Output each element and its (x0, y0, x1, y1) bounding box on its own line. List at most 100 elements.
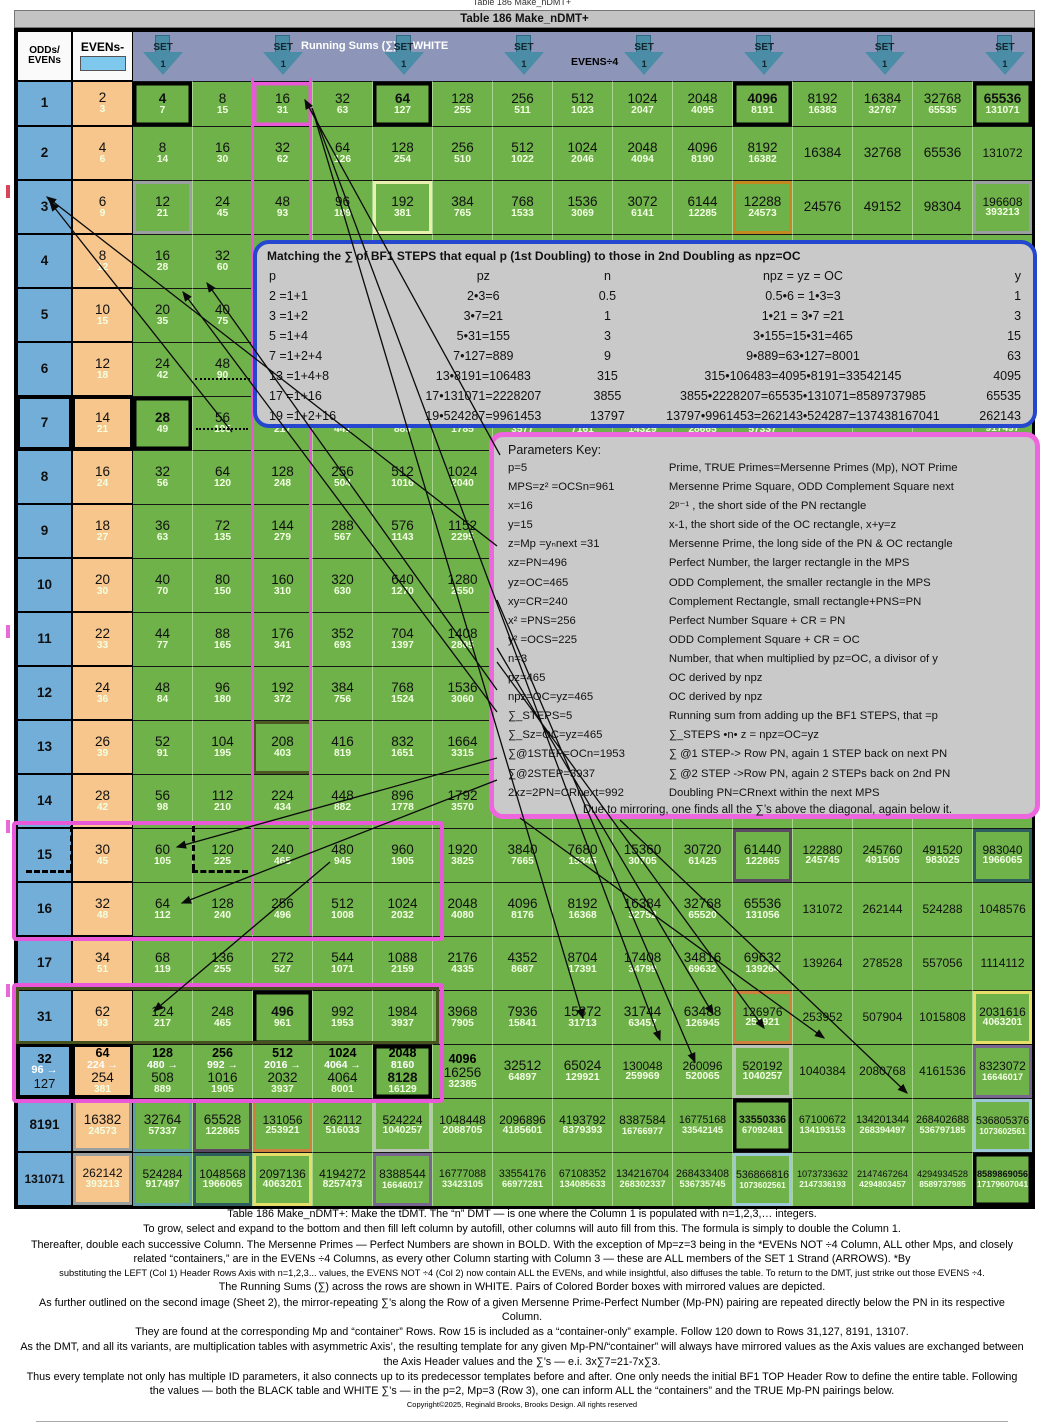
table-cell: 960 1905 (372, 828, 432, 882)
table-cell: 64 127 (372, 81, 432, 126)
table-cell: 1792 3570 (432, 774, 492, 828)
table-cell: 1015808 (912, 990, 972, 1044)
table-cell: 32 48 (72, 882, 133, 936)
parameter-term: ∑@1STEP=OCn=1953 (508, 748, 625, 761)
table-cell: 32768 (852, 126, 912, 180)
parameter-row: MPS=z² =OCSn=961 Mersenne Prime Square, O… (508, 478, 1027, 497)
parameter-term: xz=PN=496 (508, 557, 568, 570)
matching-header-row: p pz n npz = yz = OC y (267, 266, 1023, 286)
col-header-odds-evens: ODDs/EVENs (17, 31, 72, 81)
matching-cell: pz (476, 269, 490, 283)
parameter-row: xz=PN=496 Perfect Number, the larger rect… (508, 554, 1027, 573)
row-header-cell: 9 (17, 504, 72, 558)
table-cell: 248 465 (192, 990, 252, 1044)
parameter-description: Doubling PN=CRnext within the next MPS (668, 786, 880, 799)
margin-tick-2 (6, 625, 10, 638)
table-cell: 8 15 (192, 81, 252, 126)
row-header-cell: 17 (17, 936, 72, 990)
set-1-arrow-icon: SET 1 (864, 35, 905, 81)
table-cell: 14 21 (72, 396, 133, 450)
table-cell: 88 165 (192, 612, 252, 666)
matching-cell: 262143 (979, 409, 1022, 423)
table-cell: 8192 16368 (552, 882, 612, 936)
note-paragraph: Table 186 Make_nDMT+: Make the tDMT. The… (227, 1208, 817, 1220)
table-cell: 512 1022 (492, 126, 552, 180)
table-cell: 1024 2046 (552, 126, 612, 180)
table-cell: 240 465 (252, 828, 312, 882)
table-cell: 32512 64897 (492, 1044, 552, 1098)
set-1-arrow-icon: SET 1 (744, 35, 785, 81)
table-cell: 64 112 (133, 882, 192, 936)
table-cell: 1048448 2088705 (432, 1098, 492, 1152)
table-cell: 253952 (792, 990, 852, 1044)
table-cell: 48 84 (133, 666, 192, 720)
table-cell: 64 120 (192, 450, 252, 504)
matching-cell: 3855 (593, 389, 622, 403)
page-top-title: Table 186 Make_nDMT+ (472, 0, 572, 7)
parameter-term: n=3 (508, 652, 528, 665)
table-cell: 1408 2805 (432, 612, 492, 666)
table-cell: 480 945 (312, 828, 372, 882)
table-cell: 272 527 (252, 936, 312, 990)
table-cell: 48 90 (192, 342, 252, 396)
matching-cell: 9 (603, 349, 611, 363)
table-cell: 536866816 1073602561 (732, 1152, 792, 1206)
matching-row: 19 =1+2+16 19•524287=9961453 13797 13797•99… (267, 406, 1023, 426)
table-cell: 28 49 (133, 396, 192, 450)
parameter-description: Complement Rectangle, small rectangle+PN… (668, 595, 922, 608)
matching-row: 13 =1+4+8 13•8191=106483 315 315•106483=409… (267, 366, 1023, 386)
table-cell: 32 60 (192, 234, 252, 288)
table-cell: 56 98 (133, 774, 192, 828)
parameter-description: ∑ @1 STEP-> Row PN, again 1 STEP back on… (668, 748, 948, 761)
matching-cell: 7 =1+2+4 (269, 349, 323, 363)
matching-cell: 3 (1014, 309, 1022, 323)
evens-color-swatch (79, 55, 126, 71)
table-cell: 1088 2159 (372, 936, 432, 990)
row-header-cell: 16 (17, 882, 72, 936)
note-paragraph: They are found at the corresponding Mp a… (135, 1326, 909, 1339)
table-cell: 416 819 (312, 720, 372, 774)
table-cell: 96 189 (312, 180, 372, 234)
table-cell: 128 480 → 508 889 (133, 1044, 192, 1098)
matching-cell: 0.5 (598, 289, 617, 303)
parameter-term: z=Mp =yₙnext =31 (508, 538, 600, 551)
table-cell: 32768 65520 (672, 882, 732, 936)
table-cell: 288 567 (312, 504, 372, 558)
parameter-row: y² =OCS=225 ODD Complement Square + CR = … (508, 631, 1027, 650)
matching-cell: 65535 (986, 389, 1022, 403)
matching-cell: 5•31=155 (456, 329, 511, 343)
table-row: 17 34 51 68 119 136 255 272 527 544 1071 1088 2159 21… (17, 936, 1032, 990)
table-cell: 1984 3937 (372, 990, 432, 1044)
table-cell: 4161536 (912, 1044, 972, 1098)
matching-cell: 0.5•6 = 1•3=3 (765, 289, 841, 303)
table-cell: 2048 4095 (672, 81, 732, 126)
table-cell: 768 1533 (492, 180, 552, 234)
matching-cell: 4095 (993, 369, 1022, 383)
table-cell: 448 882 (312, 774, 372, 828)
set-1-arrow-icon: SET 1 (984, 35, 1025, 81)
table-cell: 2096896 4185601 (492, 1098, 552, 1152)
table-cell: 136 255 (192, 936, 252, 990)
table-cell: 22 33 (72, 612, 133, 666)
table-row: 31 62 93 124 217 248 465 496 961 992 1953 1984 3937 3… (17, 990, 1032, 1044)
row-header-cell: 10 (17, 558, 72, 612)
table-cell: 16384 32752 (612, 882, 672, 936)
table-cell: 17408 34799 (612, 936, 672, 990)
table-cell: 64 224 → 254 381 (72, 1044, 133, 1098)
table-cell: 62 93 (72, 990, 133, 1044)
table-cell: 4193792 8379393 (552, 1098, 612, 1152)
table-cell: 3072 6141 (612, 180, 672, 234)
table-cell: 98304 (912, 180, 972, 234)
table-cell: 131072 (792, 882, 852, 936)
table-cell: 320 630 (312, 558, 372, 612)
table-cell: 40 70 (133, 558, 192, 612)
table-row: 1 2 3 4 7 8 15 16 31 32 63 64 127 128 255 256 511 512 1023… (17, 81, 1032, 126)
table-cell: 128 254 (372, 126, 432, 180)
table-cell: 31744 63457 (612, 990, 672, 1044)
parameter-term: y² =OCS=225 (508, 633, 578, 646)
matching-sums-panel: Matching the ∑ of BF1 STEPS that equal p… (253, 240, 1037, 428)
parameters-key-list: p=5 Prime, TRUE Primes=Mersenne Primes (M… (508, 459, 1027, 803)
